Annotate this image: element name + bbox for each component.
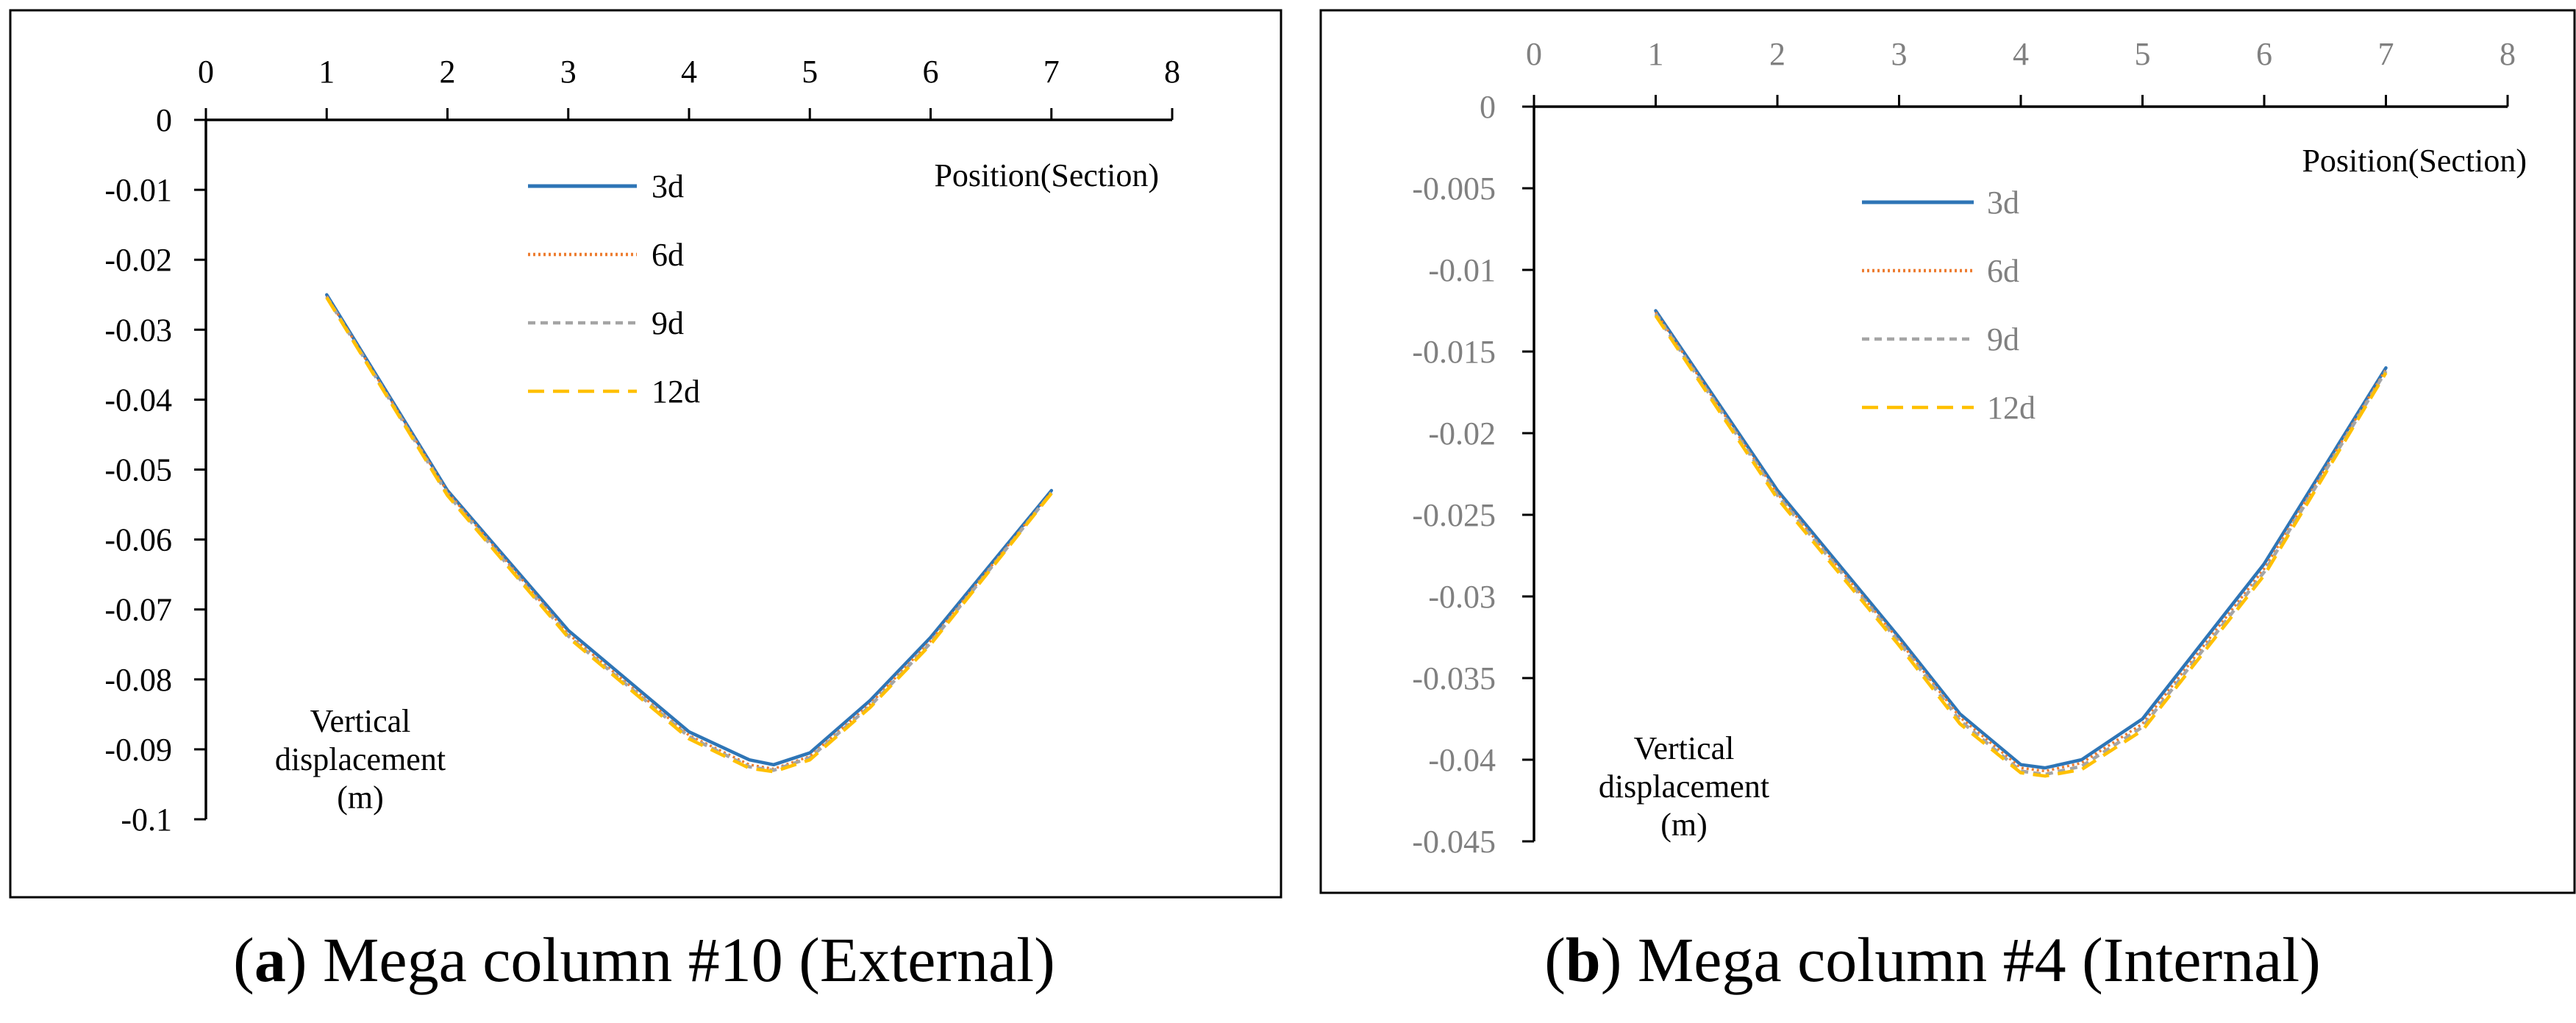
chart-b-y-axis-title-line: (m) <box>1660 807 1708 843</box>
chart-b-x-axis-title: Position(Section) <box>2302 143 2527 179</box>
chart-panel-b: 0 1 2 3 4 5 6 7 8 0 -0.005 -0.01 -0.015 -0.02 -0.025 -0… <box>1288 0 2576 1023</box>
chart-b-series-9d <box>1654 313 2388 777</box>
chart-b-x-tick-label: 8 <box>2500 36 2516 72</box>
caption-a-label: a <box>254 924 286 995</box>
chart-a-y-axis-title-line: displacement <box>275 741 446 777</box>
chart-b-y-axis-title-line: Vertical <box>1634 730 1735 766</box>
chart-b-x-tick-label: 4 <box>2013 36 2029 72</box>
chart-b-series-3d <box>1654 309 2388 770</box>
chart-a-x-tick-label: 7 <box>1043 54 1060 90</box>
chart-a-legend-label-6d: 6d <box>652 237 684 273</box>
chart-a-x-tick-label: 2 <box>440 54 456 90</box>
caption-b-text: Mega column #4 (Internal) <box>1637 924 2321 995</box>
caption-b-label: b <box>1565 924 1601 995</box>
chart-a-series-3d <box>325 293 1054 767</box>
chart-a-y-tick-label: -0.1 <box>121 802 172 838</box>
chart-a-y-tick-label: -0.06 <box>104 522 172 558</box>
caption-b: (b) Mega column #4 (Internal) <box>1544 924 2321 995</box>
chart-b-x-tick-label: 5 <box>2135 36 2151 72</box>
chart-a-y-axis-title-line: (m) <box>337 780 384 816</box>
chart-b-x-tick-label: 7 <box>2378 36 2394 72</box>
chart-a-x-tick-label: 5 <box>802 54 818 90</box>
chart-a-x-tick-label: 6 <box>923 54 939 90</box>
chart-b-legend-label-12d: 12d <box>1987 390 2036 426</box>
chart-a-legend-label-12d: 12d <box>652 374 700 410</box>
chart-a-y-tick-label: -0.08 <box>104 662 172 698</box>
chart-a-y-tick-label: -0.01 <box>104 172 172 208</box>
chart-b-y-tick-label: -0.045 <box>1412 824 1496 860</box>
chart-b: 0 1 2 3 4 5 6 7 8 0 -0.005 -0.01 -0.015 -0.02 -0.025 -0… <box>1319 9 2576 894</box>
chart-b-frame <box>1319 9 2576 894</box>
chart-b-legend-label-9d: 9d <box>1987 321 2019 357</box>
chart-b-x-tick-label: 2 <box>1769 36 1785 72</box>
chart-a-frame <box>9 9 1282 899</box>
chart-a-y-axis-title-line: Vertical <box>310 703 411 739</box>
chart-a-x-tick-label: 8 <box>1164 54 1180 90</box>
chart-b-series-6d <box>1655 311 2387 773</box>
chart-b-x-tick-label: 3 <box>1891 36 1908 72</box>
chart-a-series-12d <box>325 296 1053 774</box>
chart-a-x-tick-label: 0 <box>198 54 214 90</box>
chart-b-legend-label-3d: 3d <box>1987 185 2019 221</box>
chart-a-y-tick-label: -0.07 <box>104 592 172 628</box>
chart-b-x-tick-label: 6 <box>2256 36 2272 72</box>
chart-a-y-tick-label: -0.03 <box>104 312 172 348</box>
chart-b-x-tick-label: 0 <box>1526 36 1542 72</box>
chart-a-legend-label-3d: 3d <box>652 168 684 204</box>
chart-b-y-tick-label: -0.04 <box>1428 742 1496 778</box>
chart-b-y-axis-title-line: displacement <box>1599 769 1769 805</box>
chart-a-x-tick-label: 3 <box>560 54 577 90</box>
chart-b-x-tick-label: 1 <box>1648 36 1664 72</box>
chart-a-x-axis-title: Position(Section) <box>934 157 1159 193</box>
chart-panel-a: 0 1 2 3 4 5 6 7 8 0 -0.01 -0.02 -0.03 -0.04 -0.05 -0.06… <box>9 9 1282 995</box>
chart-b-y-tick-label: -0.01 <box>1428 252 1496 288</box>
chart-a-y-tick-label: -0.02 <box>104 242 172 278</box>
chart-a-legend-label-9d: 9d <box>652 305 684 341</box>
chart-a-y-tick-label: -0.05 <box>104 452 172 488</box>
chart-b-y-tick-label: -0.02 <box>1428 416 1496 452</box>
chart-a-y-tick-label: 0 <box>156 102 172 138</box>
chart-b-y-tick-label: -0.015 <box>1412 334 1496 370</box>
chart-a-x-tick-label: 4 <box>681 54 697 90</box>
chart-a-y-tick-label: -0.04 <box>104 382 172 418</box>
caption-a-text: Mega column #10 (External) <box>322 924 1055 995</box>
chart-a-y-tick-label: -0.09 <box>104 732 172 768</box>
chart-b-series-12d <box>1654 314 2388 778</box>
chart-b-y-tick-label: -0.025 <box>1412 497 1496 533</box>
chart-a-x-tick-label: 1 <box>318 54 335 90</box>
chart-a: 0 1 2 3 4 5 6 7 8 0 -0.01 -0.02 -0.03 -0.04 -0.05 -0.06… <box>9 9 1282 899</box>
caption-a: (a) Mega column #10 (External) <box>233 924 1055 995</box>
chart-b-y-tick-label: -0.03 <box>1428 579 1496 615</box>
chart-b-y-tick-label: 0 <box>1480 89 1496 125</box>
chart-b-y-tick-label: -0.005 <box>1412 171 1496 207</box>
chart-b-legend-label-6d: 6d <box>1987 253 2019 289</box>
chart-b-y-tick-label: -0.035 <box>1412 660 1496 696</box>
